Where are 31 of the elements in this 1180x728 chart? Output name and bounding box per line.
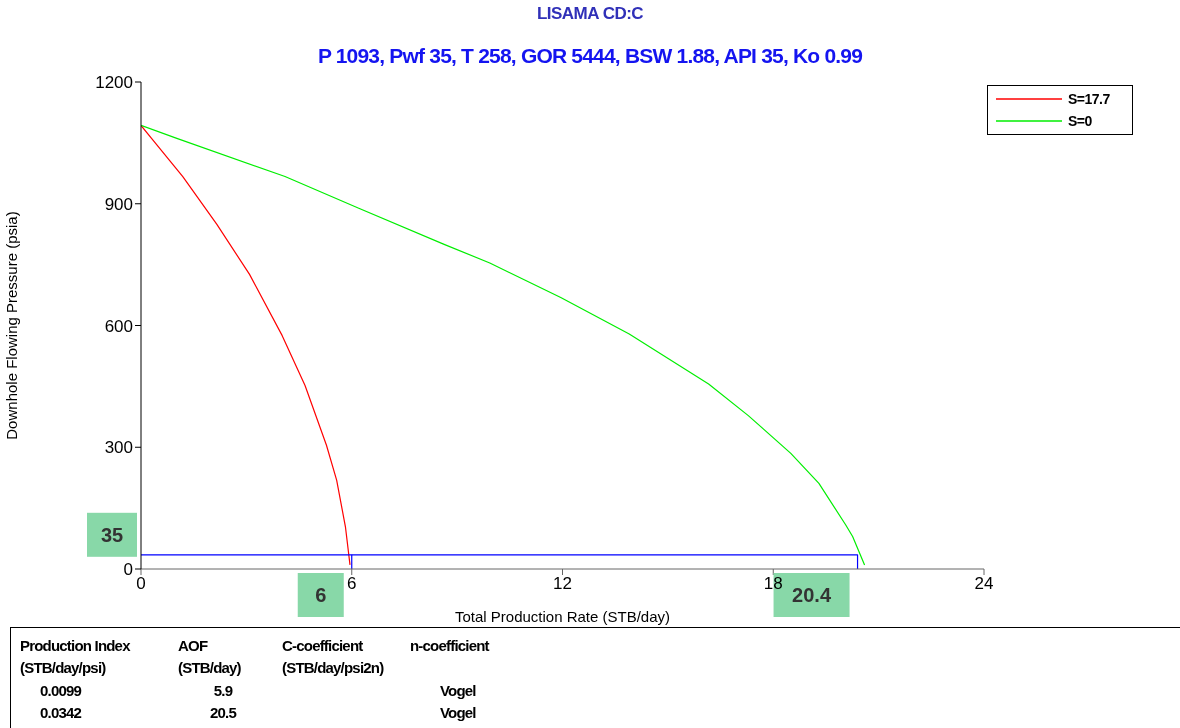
x-tick-label: 0 <box>136 574 146 594</box>
x-axis-title: Total Production Rate (STB/day) <box>454 608 671 625</box>
y-tick-label: 300 <box>104 438 133 458</box>
text: AOF <box>178 637 208 654</box>
annotation: 35 <box>100 523 124 546</box>
text: Vogel <box>440 704 476 721</box>
text: 0.0099 <box>40 682 82 699</box>
text: 5.9 <box>212 682 234 699</box>
text: 20.5 <box>209 704 238 721</box>
x-tick-label: 24 <box>974 574 994 594</box>
y-tick-label: 1200 <box>95 73 133 93</box>
x-tick-label: 18 <box>763 574 783 594</box>
y-axis-title: Downhole Flowing Pressure (psia) <box>3 211 21 440</box>
annotation: 20.4 <box>792 584 832 606</box>
x-tick-label: 6 <box>347 574 357 594</box>
y-tick-label: 600 <box>104 316 133 336</box>
text: (STB/day) <box>178 659 241 676</box>
text: C-coefficient <box>282 637 363 654</box>
text: Production Index <box>20 637 130 654</box>
text: Vogel <box>440 682 476 699</box>
y-tick-label: 900 <box>104 194 133 214</box>
chart-subtitle: P 1093, Pwf 35, T 258, GOR 5444, BSW 1.88, API 35, Ko 0.99 <box>316 44 864 68</box>
x-tick-label: 12 <box>553 574 572 594</box>
text: n-coefficient <box>410 637 489 654</box>
y-tick-label: 0 <box>123 560 133 580</box>
text: 0.0342 <box>40 704 82 721</box>
legend-label: S=0 <box>1068 113 1092 129</box>
chart-title: LISAMA CD:C <box>535 4 645 24</box>
legend-label: S=17.7 <box>1068 91 1110 107</box>
text: (STB/day/psi) <box>20 659 106 676</box>
text: (STB/day/psi2n) <box>282 659 384 676</box>
